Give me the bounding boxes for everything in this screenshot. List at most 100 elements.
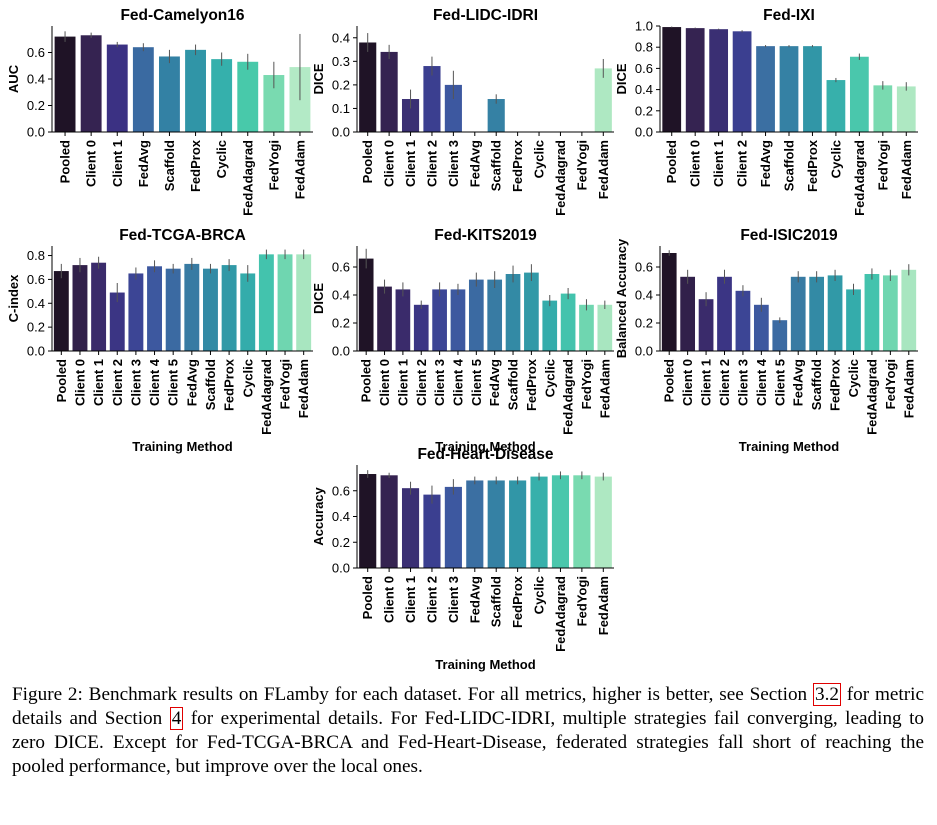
chart-title: Fed-ISIC2019: [740, 227, 838, 244]
bar-client-5: [772, 320, 788, 351]
bar-scaffold: [159, 56, 180, 132]
bar-pooled: [359, 474, 377, 568]
x-tick-label: Client 1: [403, 576, 418, 623]
x-tick-label: Scaffold: [782, 140, 797, 191]
x-tick-label: FedProx: [510, 139, 525, 192]
x-tick-label: Client 0: [84, 140, 99, 187]
y-tick-label: 1.0: [635, 19, 653, 34]
bar-scaffold: [505, 274, 521, 351]
x-tick-label: Client 2: [735, 140, 750, 187]
y-tick-label: 0.2: [27, 98, 45, 113]
section-link-3-2[interactable]: 3.2: [812, 683, 841, 706]
bar-fedadagrad: [237, 61, 259, 132]
bar-client-0: [72, 265, 88, 351]
bar-client-1: [698, 299, 714, 351]
bar-client-4: [147, 266, 162, 351]
y-tick-label: 0.2: [635, 316, 653, 331]
x-tick-label: Client 3: [735, 359, 750, 406]
caption-text-3: for experimental details. For Fed-LIDC-I…: [12, 708, 925, 777]
chart-title: Fed-TCGA-BRCA: [119, 227, 246, 244]
x-tick-label: Client 1: [699, 359, 714, 406]
bar-scaffold: [487, 480, 505, 568]
x-tick-label: Client 0: [688, 140, 703, 187]
x-tick-label: Client 5: [469, 359, 484, 406]
y-tick-label: 0.0: [332, 561, 350, 576]
bar-fedavg: [184, 263, 200, 351]
x-tick-label: Cyclic: [240, 359, 255, 397]
bar-client-0: [380, 51, 398, 132]
x-tick-label: Scaffold: [162, 140, 177, 191]
y-tick-label: 0.4: [27, 296, 45, 311]
y-tick-label: 0.2: [635, 103, 653, 118]
bar-client-3: [444, 84, 462, 132]
bar-client-0: [680, 276, 696, 351]
y-tick-label: 0.0: [332, 125, 350, 140]
x-tick-label: FedAdagrad: [553, 140, 568, 216]
chart-fed-tcga-brca: Fed-TCGA-BRCA 0.0 0.2 0.4 0.6 0.8 C-index Poole…: [6, 227, 313, 454]
x-tick-label: Cyclic: [828, 140, 843, 178]
bar-cyclic: [211, 59, 233, 132]
x-tick-label: Client 3: [432, 359, 447, 406]
bar-client-0: [377, 286, 392, 351]
bar-cyclic: [542, 300, 558, 351]
x-tick-label: Client 3: [446, 576, 461, 623]
x-tick-label: FedAvg: [487, 359, 502, 406]
bar-pooled: [54, 36, 76, 132]
x-tick-label: FedAdagrad: [561, 359, 576, 435]
bar-pooled: [358, 258, 374, 351]
chart-fed-heart-disease: Fed-Heart-Disease 0.0 0.2 0.4 0.6 Accuracy Poo…: [311, 446, 614, 672]
bar-fedavg: [790, 276, 806, 351]
x-tick-label: FedYogi: [574, 140, 589, 190]
bar-fedyogi: [573, 475, 591, 568]
x-tick-label: FedProx: [828, 358, 843, 411]
bar-client-0: [380, 475, 398, 568]
y-tick-label: 0.4: [332, 288, 350, 303]
bar-cyclic: [846, 289, 861, 351]
x-tick-label: Client 0: [72, 359, 87, 406]
y-tick-label: 0.8: [27, 248, 45, 263]
bar-client-2: [423, 494, 441, 568]
x-tick-label: FedProx: [805, 139, 820, 192]
bar-fedprox: [185, 49, 206, 132]
x-tick-label: Client 5: [166, 359, 181, 406]
y-tick-label: 0.4: [635, 288, 653, 303]
bar-fedyogi: [882, 275, 898, 351]
y-tick-label: 0.2: [27, 320, 45, 335]
x-tick-label: FedYogi: [579, 359, 594, 409]
bar-client-1: [91, 262, 107, 351]
bar-cyclic: [826, 80, 846, 132]
caption-text-1: Benchmark results on FLamby for each dat…: [82, 684, 813, 705]
bar-client-2: [717, 276, 732, 351]
bar-fedprox: [221, 265, 237, 351]
x-tick-label: FedProx: [222, 358, 237, 411]
x-tick-label: Client 2: [424, 140, 439, 187]
bar-pooled: [662, 27, 682, 133]
section-link-4[interactable]: 4: [169, 707, 184, 730]
bar-client-2: [413, 304, 429, 351]
bar-fedadam: [594, 476, 612, 568]
bar-fedadagrad: [560, 293, 576, 351]
y-tick-label: 0.4: [27, 72, 45, 87]
bar-fedadam: [594, 68, 612, 132]
x-tick-label: Cyclic: [532, 576, 547, 614]
x-tick-label: Pooled: [54, 359, 69, 402]
chart-title: Fed-Camelyon16: [120, 7, 244, 24]
chart-title: Fed-Heart-Disease: [417, 446, 553, 463]
x-tick-label: Scaffold: [809, 359, 824, 410]
bar-fedavg: [756, 46, 775, 132]
y-axis-label: C-index: [6, 274, 21, 322]
x-tick-label: FedYogi: [574, 576, 589, 626]
chart-title: Fed-LIDC-IDRI: [433, 7, 538, 24]
y-axis-label: AUC: [6, 64, 21, 93]
bar-client-3: [128, 273, 144, 351]
bar-fedprox: [827, 275, 843, 351]
bar-scaffold: [487, 99, 505, 132]
chart-title: Fed-KITS2019: [434, 227, 537, 244]
x-tick-label: FedProx: [510, 575, 525, 628]
x-tick-label: Client 4: [450, 358, 465, 406]
x-tick-label: Scaffold: [489, 140, 504, 191]
bar-fedadagrad: [864, 274, 880, 351]
x-axis-label: Training Method: [739, 439, 839, 454]
y-tick-label: 0.4: [332, 30, 350, 45]
